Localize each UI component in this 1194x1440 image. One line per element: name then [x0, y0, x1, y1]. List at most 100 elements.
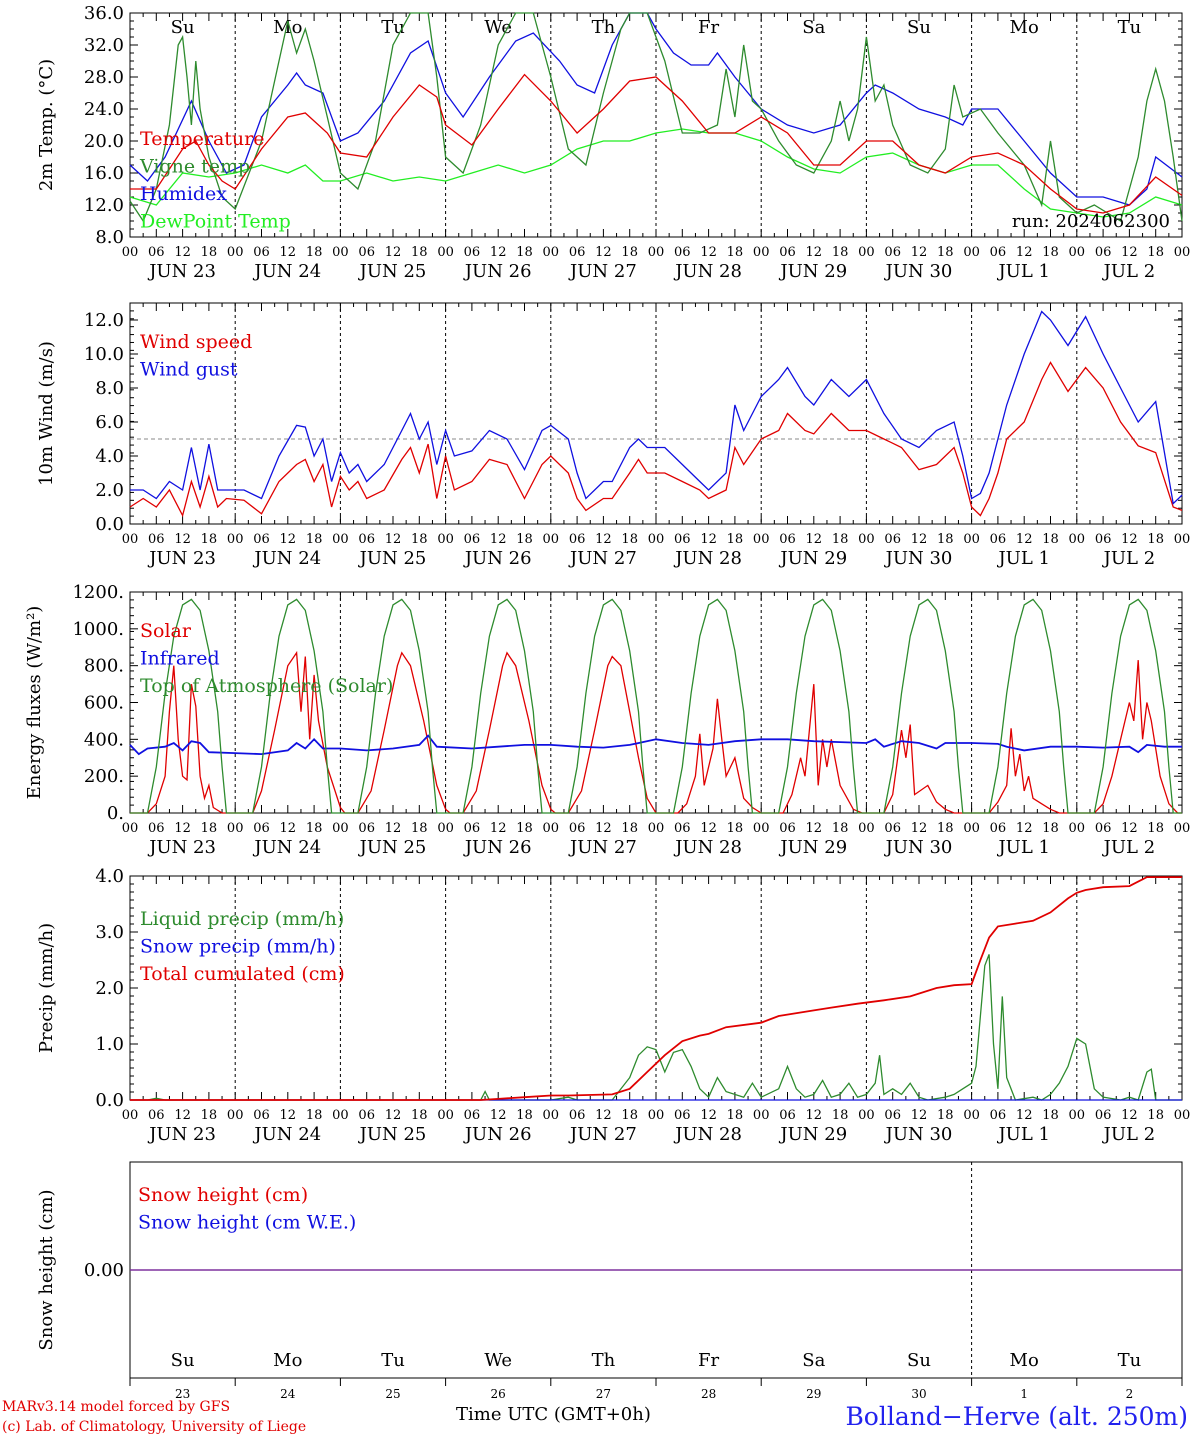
hour-tick-label: 18 [1147, 821, 1164, 836]
y-tick-label: 10.0 [84, 344, 124, 365]
hour-tick-label: 00 [858, 1108, 875, 1123]
hour-tick-label: 00 [543, 1108, 560, 1123]
y-tick-label: 6.0 [95, 412, 124, 433]
date-label: JUN 27 [568, 548, 637, 569]
hour-tick-label: 18 [306, 245, 323, 260]
weekday-label: Fr [698, 17, 719, 38]
legend-entry: Humidex [140, 183, 227, 205]
series-line [129, 12, 1183, 223]
hour-tick-label: 06 [674, 532, 691, 547]
weekday-label: Tu [381, 1350, 405, 1371]
plot-frame [129, 12, 1183, 238]
date-label: JUN 28 [673, 548, 742, 569]
day-number-label: 1 [1020, 1387, 1028, 1401]
hour-tick-label: 00 [227, 532, 244, 547]
y-tick-label: 800. [84, 656, 124, 677]
hour-tick-label: 12 [806, 821, 823, 836]
hour-tick-label: 00 [858, 821, 875, 836]
date-label: JUN 25 [358, 837, 427, 858]
weekday-label: Tu [1118, 17, 1142, 38]
hour-tick-label: 12 [385, 532, 402, 547]
date-label: JUN 23 [147, 837, 216, 858]
hour-tick-label: 00 [858, 532, 875, 547]
day-number-label: 28 [701, 1387, 716, 1401]
hour-tick-label: 12 [385, 1108, 402, 1123]
hour-tick-label: 12 [280, 532, 297, 547]
date-label: JUN 26 [463, 1124, 532, 1145]
hour-tick-label: 18 [516, 532, 533, 547]
hour-tick-label: 06 [884, 245, 901, 260]
hour-tick-label: 06 [1095, 245, 1112, 260]
hour-tick-label: 00 [543, 532, 560, 547]
hour-tick-label: 12 [490, 532, 507, 547]
y-tick-label: 0.0 [95, 1090, 124, 1111]
hour-tick-label: 00 [122, 821, 139, 836]
hour-tick-label: 18 [1147, 1108, 1164, 1123]
run-annotation: run: 2024062300 [1012, 211, 1170, 232]
y-tick-label: 4.0 [95, 446, 124, 467]
y-axis-label: Snow height (cm) [36, 1189, 57, 1350]
series-line [129, 361, 1183, 518]
hour-tick-label: 18 [411, 532, 428, 547]
hour-tick-label: 18 [621, 821, 638, 836]
hour-tick-label: 12 [911, 1108, 928, 1123]
hour-tick-label: 06 [990, 532, 1007, 547]
date-label: JUN 24 [252, 1124, 321, 1145]
series-line [130, 954, 1182, 1101]
y-tick-label: 2.0 [95, 480, 124, 501]
hour-tick-label: 12 [595, 821, 612, 836]
hour-tick-label: 18 [1147, 245, 1164, 260]
hour-tick-label: 00 [648, 1108, 665, 1123]
weekday-label: Su [907, 17, 931, 38]
hour-tick-label: 18 [727, 1108, 744, 1123]
hour-tick-label: 00 [332, 1108, 349, 1123]
hour-tick-label: 06 [674, 821, 691, 836]
panel-4: 00 06 12 18 00 06 12 18 00 06 12 18 00 06 12 18 00 06 12 18… [36, 866, 1190, 1145]
date-label: JUN 29 [778, 1124, 847, 1145]
weekday-label: Su [171, 17, 195, 38]
date-label: JUN 29 [778, 837, 847, 858]
panel-5: 23 24 25 26 27 28 29 30 1 2 Su Mo Tu We Th Fr Sa Su Mo Tu 0.… [36, 1161, 1183, 1401]
hour-tick-label: 00 [1069, 821, 1086, 836]
hour-tick-label: 06 [464, 532, 481, 547]
series-line [130, 310, 1183, 505]
date-label: JUN 23 [147, 1124, 216, 1145]
hour-tick-label: 18 [201, 245, 218, 260]
hour-tick-label: 12 [1016, 1108, 1033, 1123]
day-number-label: 24 [280, 1387, 296, 1401]
y-axis-label: Energy fluxes (W/m²) [24, 606, 45, 800]
hour-tick-label: 00 [543, 245, 560, 260]
hour-tick-label: 00 [648, 245, 665, 260]
hour-tick-label: 00 [437, 1108, 454, 1123]
weekday-label: Su [171, 1350, 195, 1371]
hour-tick-label: 00 [858, 245, 875, 260]
y-axis-label: 10m Wind (m/s) [36, 341, 57, 486]
hour-tick-label: 00 [648, 821, 665, 836]
hour-tick-label: 06 [779, 1108, 796, 1123]
hour-tick-label: 18 [1042, 532, 1059, 547]
hour-tick-label: 06 [674, 245, 691, 260]
hour-tick-label: 06 [884, 821, 901, 836]
weekday-label: Mo [273, 1350, 302, 1371]
hour-tick-label: 00 [1174, 821, 1191, 836]
y-axis-label: Precip (mm/h) [36, 923, 57, 1053]
hour-tick-label: 18 [832, 532, 849, 547]
hour-tick-label: 18 [1147, 532, 1164, 547]
date-label: JUN 28 [673, 1124, 742, 1145]
series-line [129, 128, 1183, 218]
hour-tick-label: 06 [779, 245, 796, 260]
hour-tick-label: 12 [1121, 532, 1138, 547]
y-tick-label: 3.0 [95, 922, 124, 943]
weekday-label: Tu [381, 17, 405, 38]
hour-tick-label: 06 [148, 532, 165, 547]
date-label: JUL 1 [996, 261, 1050, 282]
location-title: Bolland−Herve (alt. 250m) [845, 1402, 1188, 1431]
time-axis-label: Time UTC (GMT+0h) [456, 1404, 651, 1425]
day-number-label: 26 [491, 1387, 506, 1401]
series-line [129, 734, 1182, 756]
y-tick-label: 8.0 [95, 378, 124, 399]
hour-tick-label: 18 [306, 821, 323, 836]
date-label: JUL 1 [996, 548, 1050, 569]
hour-tick-label: 12 [174, 1108, 191, 1123]
hour-tick-label: 12 [806, 245, 823, 260]
